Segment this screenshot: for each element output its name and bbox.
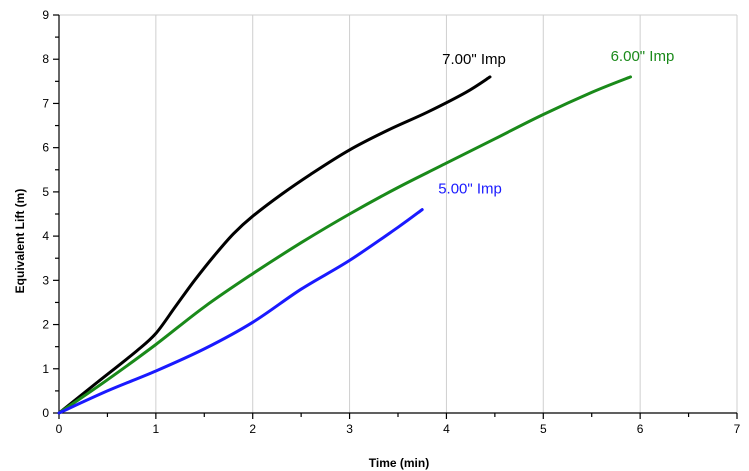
grid-layer xyxy=(59,14,738,413)
y-tick-label: 3 xyxy=(42,273,49,287)
series-line xyxy=(57,75,632,415)
x-tick-label: 3 xyxy=(346,422,353,436)
series-line xyxy=(57,75,492,415)
series-label: 5.00" Imp xyxy=(438,181,502,198)
x-tick-label: 2 xyxy=(249,422,256,436)
y-tick-label: 5 xyxy=(42,185,49,199)
y-tick-label: 9 xyxy=(42,8,49,22)
y-tick-label: 4 xyxy=(42,229,49,243)
y-tick-label: 2 xyxy=(42,318,49,332)
series-line xyxy=(57,208,424,415)
x-tick-label: 4 xyxy=(443,422,450,436)
y-axis-title: Equivalent Lift (m) xyxy=(13,189,27,294)
y-tick-label: 1 xyxy=(42,362,49,376)
x-tick-label: 5 xyxy=(540,422,547,436)
y-tick-label: 6 xyxy=(42,141,49,155)
labels-layer: 7.00" Imp 6.00" Imp 5.00" Imp xyxy=(438,48,674,198)
series-label: 7.00" Imp xyxy=(442,51,506,68)
y-tick-label: 0 xyxy=(42,406,49,420)
x-tick-label: 1 xyxy=(153,422,160,436)
series-layer xyxy=(57,75,632,415)
x-tick-label: 0 xyxy=(56,422,63,436)
x-tick-label: 6 xyxy=(637,422,644,436)
y-tick-label: 7 xyxy=(42,96,49,110)
x-axis-title: Time (min) xyxy=(369,456,429,470)
axes-layer xyxy=(58,15,737,414)
series-label: 6.00" Imp xyxy=(611,48,675,65)
y-tick-label: 8 xyxy=(42,52,49,66)
x-tick-label: 7 xyxy=(734,422,741,436)
ticks-layer: 0 1 2 3 4 5 6 7 0 1 2 3 4 5 6 7 8 9 xyxy=(42,8,740,436)
